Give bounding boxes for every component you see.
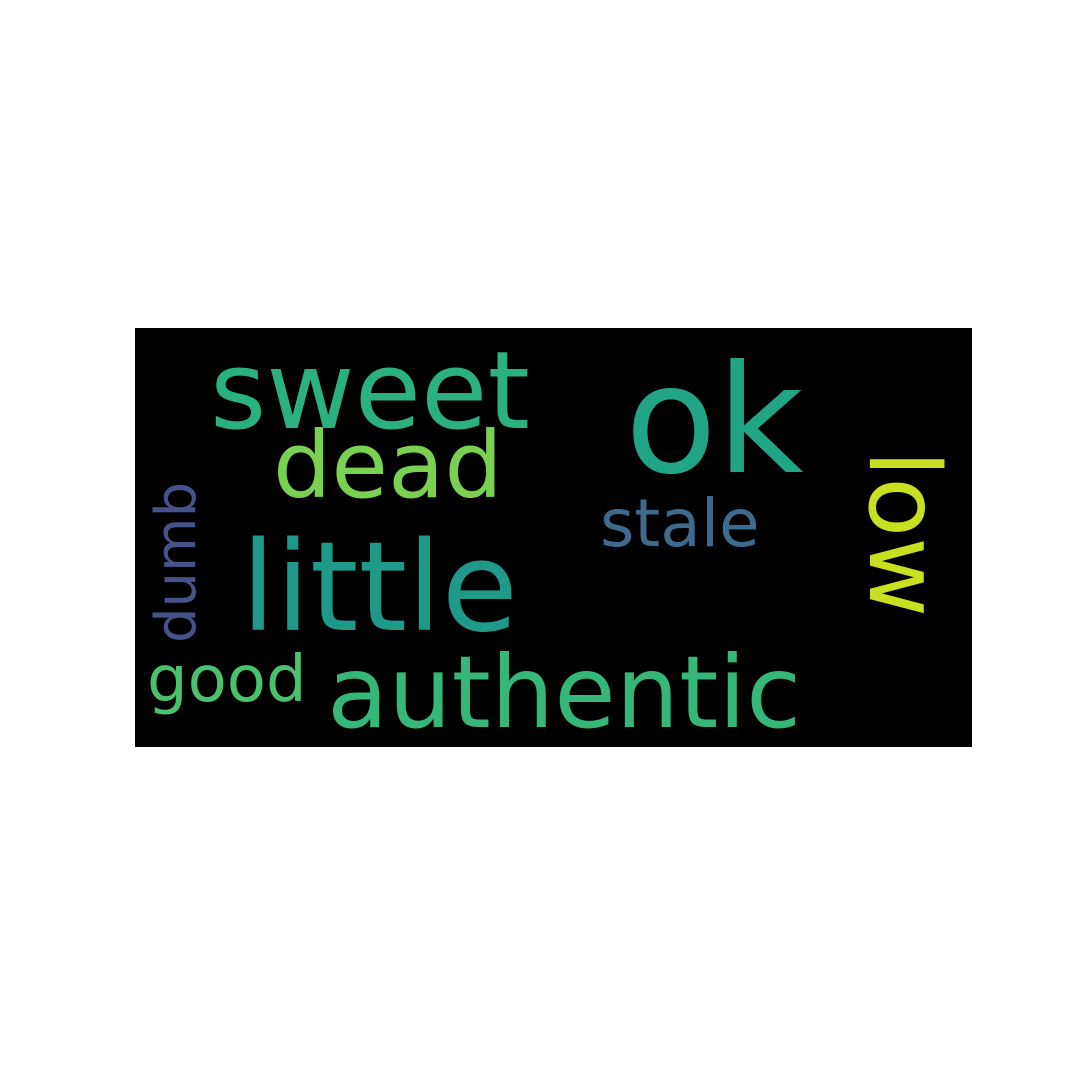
word-ok: ok: [625, 334, 804, 508]
word-authentic: authentic: [327, 634, 802, 747]
word-sweet: sweet: [210, 329, 530, 454]
word-good: good: [147, 643, 307, 717]
word-stale: stale: [600, 485, 760, 562]
word-dumb: dumb: [144, 481, 209, 643]
word-little: little: [241, 516, 518, 660]
word-cloud: ok sweet dead little authentic good stal…: [135, 328, 972, 747]
word-low: low: [846, 450, 960, 618]
word-dead: dead: [273, 412, 503, 519]
